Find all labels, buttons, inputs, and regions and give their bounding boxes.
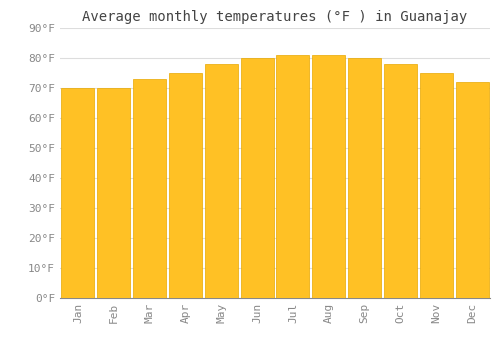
Title: Average monthly temperatures (°F ) in Guanajay: Average monthly temperatures (°F ) in Gu… bbox=[82, 10, 468, 24]
Bar bbox=[420, 73, 452, 298]
Bar bbox=[98, 88, 130, 298]
Bar bbox=[62, 88, 94, 298]
Bar bbox=[133, 79, 166, 298]
Bar bbox=[384, 64, 417, 298]
Bar bbox=[348, 58, 381, 298]
Bar bbox=[240, 58, 274, 298]
Bar bbox=[169, 73, 202, 298]
Bar bbox=[456, 82, 488, 298]
Bar bbox=[312, 55, 345, 298]
Bar bbox=[276, 55, 310, 298]
Bar bbox=[205, 64, 238, 298]
